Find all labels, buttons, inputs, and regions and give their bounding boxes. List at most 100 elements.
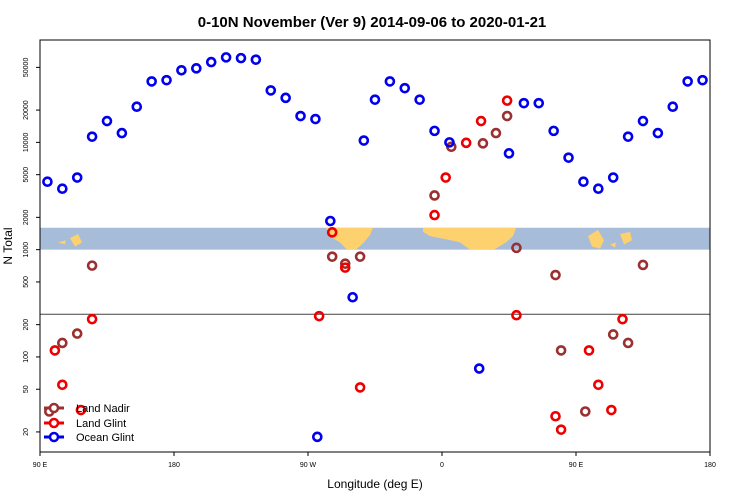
point-land-glint	[429, 209, 440, 221]
point-ocean-glint	[347, 291, 358, 303]
y-tick-label: 50000	[23, 58, 30, 78]
map-land-borneo-west	[58, 240, 66, 245]
x-tick-label: 90 E	[33, 462, 48, 469]
legend-label-land-glint: Land Glint	[76, 418, 126, 430]
point-ocean-glint	[176, 64, 187, 76]
x-tick-label: 180	[168, 462, 180, 469]
point-land-glint	[475, 115, 487, 127]
point-land-glint	[550, 410, 561, 422]
point-ocean-glint	[503, 148, 515, 159]
point-ocean-glint	[578, 176, 589, 187]
point-ocean-glint	[384, 76, 396, 87]
point-land-nadir	[326, 251, 338, 262]
point-ocean-glint	[250, 54, 262, 65]
point-ocean-glint	[358, 135, 370, 146]
point-land-glint	[617, 313, 628, 325]
point-land-nadir	[71, 328, 83, 339]
map-land-newguinea-east	[620, 231, 632, 245]
point-ocean-glint	[310, 113, 321, 125]
x-tick-label: 90 W	[300, 462, 317, 469]
point-ocean-glint	[414, 94, 425, 105]
point-ocean-glint	[205, 56, 217, 68]
point-land-nadir	[550, 269, 561, 281]
point-land-nadir	[607, 329, 619, 340]
point-land-glint	[440, 172, 452, 183]
point-ocean-glint	[682, 76, 693, 87]
point-ocean-glint	[265, 85, 277, 96]
point-ocean-glint	[312, 431, 323, 443]
world-map-band	[40, 227, 710, 250]
point-ocean-glint	[533, 97, 545, 109]
point-ocean-glint	[280, 92, 291, 104]
point-land-nadir	[580, 406, 591, 417]
point-land-nadir	[354, 251, 366, 262]
point-land-glint	[339, 262, 351, 273]
x-tick-label: 180	[704, 462, 716, 469]
y-axis: 20 50 100 200 500 1000 2000 5000 10000 20000 50000	[23, 58, 40, 436]
point-land-glint	[354, 382, 366, 393]
point-land-nadir	[555, 345, 567, 356]
point-ocean-glint	[57, 183, 68, 194]
data-points	[42, 52, 708, 443]
point-ocean-glint	[101, 115, 113, 127]
map-land-indonesia-east	[588, 229, 604, 249]
x-axis: 90 E 180 90 W 0 90 E 180	[33, 452, 716, 469]
point-ocean-glint	[42, 176, 53, 187]
y-tick-label: 200	[23, 319, 30, 331]
point-land-nadir	[57, 337, 68, 349]
point-ocean-glint	[71, 172, 83, 183]
legend-entry-land-glint: Land Glint	[44, 417, 126, 430]
point-ocean-glint	[191, 63, 202, 74]
point-land-glint	[75, 404, 87, 416]
point-land-glint	[86, 313, 98, 325]
point-land-glint	[460, 137, 472, 149]
map-ocean	[40, 227, 710, 250]
point-land-glint	[49, 345, 61, 356]
point-ocean-glint	[652, 127, 664, 139]
legend-entry-ocean-glint: Ocean Glint	[44, 431, 134, 444]
point-land-glint	[555, 424, 567, 435]
point-ocean-glint	[444, 137, 455, 148]
point-ocean-glint	[622, 131, 634, 142]
y-tick-label: 1000	[23, 242, 30, 258]
legend-marker-land-glint	[48, 417, 60, 429]
point-ocean-glint	[667, 101, 679, 113]
map-land-africa	[423, 227, 516, 250]
point-land-glint	[57, 379, 68, 391]
point-land-nadir	[477, 138, 489, 149]
point-ocean-glint	[116, 127, 128, 139]
point-land-nadir	[339, 258, 351, 269]
point-land-glint	[326, 227, 338, 238]
x-tick-label: 0	[440, 462, 444, 469]
y-tick-label: 5000	[23, 167, 30, 183]
point-ocean-glint	[86, 131, 98, 142]
y-tick-label: 50	[23, 385, 30, 393]
plot-frame	[39, 39, 711, 453]
y-tick-label: 2000	[23, 209, 30, 225]
point-ocean-glint	[146, 76, 157, 87]
legend-label-land-nadir: Land Nadir	[76, 403, 130, 415]
point-land-glint	[501, 95, 513, 106]
point-ocean-glint	[563, 152, 574, 163]
point-ocean-glint	[325, 215, 336, 227]
point-ocean-glint	[429, 125, 440, 137]
map-land-islands-east	[610, 242, 616, 248]
point-ocean-glint	[235, 52, 247, 64]
map-land-south-america	[326, 227, 373, 250]
point-ocean-glint	[697, 74, 708, 86]
y-tick-label: 20	[23, 428, 30, 436]
y-tick-label: 10000	[23, 133, 30, 153]
y-tick-label: 100	[23, 351, 30, 363]
point-ocean-glint	[131, 101, 143, 113]
point-ocean-glint	[548, 125, 559, 137]
y-axis-label: N Total	[1, 227, 15, 264]
point-land-nadir	[637, 259, 649, 271]
point-ocean-glint	[637, 115, 649, 127]
point-land-glint	[593, 379, 604, 391]
legend: Land Nadir Land Glint Ocean Glint	[44, 402, 134, 444]
y-tick-label: 500	[23, 276, 30, 288]
chart-title: 0-10N November (Ver 9) 2014-09-06 to 202…	[198, 14, 547, 31]
x-tick-label: 90 E	[569, 462, 584, 469]
point-land-nadir	[622, 337, 634, 349]
point-land-glint	[583, 345, 595, 356]
